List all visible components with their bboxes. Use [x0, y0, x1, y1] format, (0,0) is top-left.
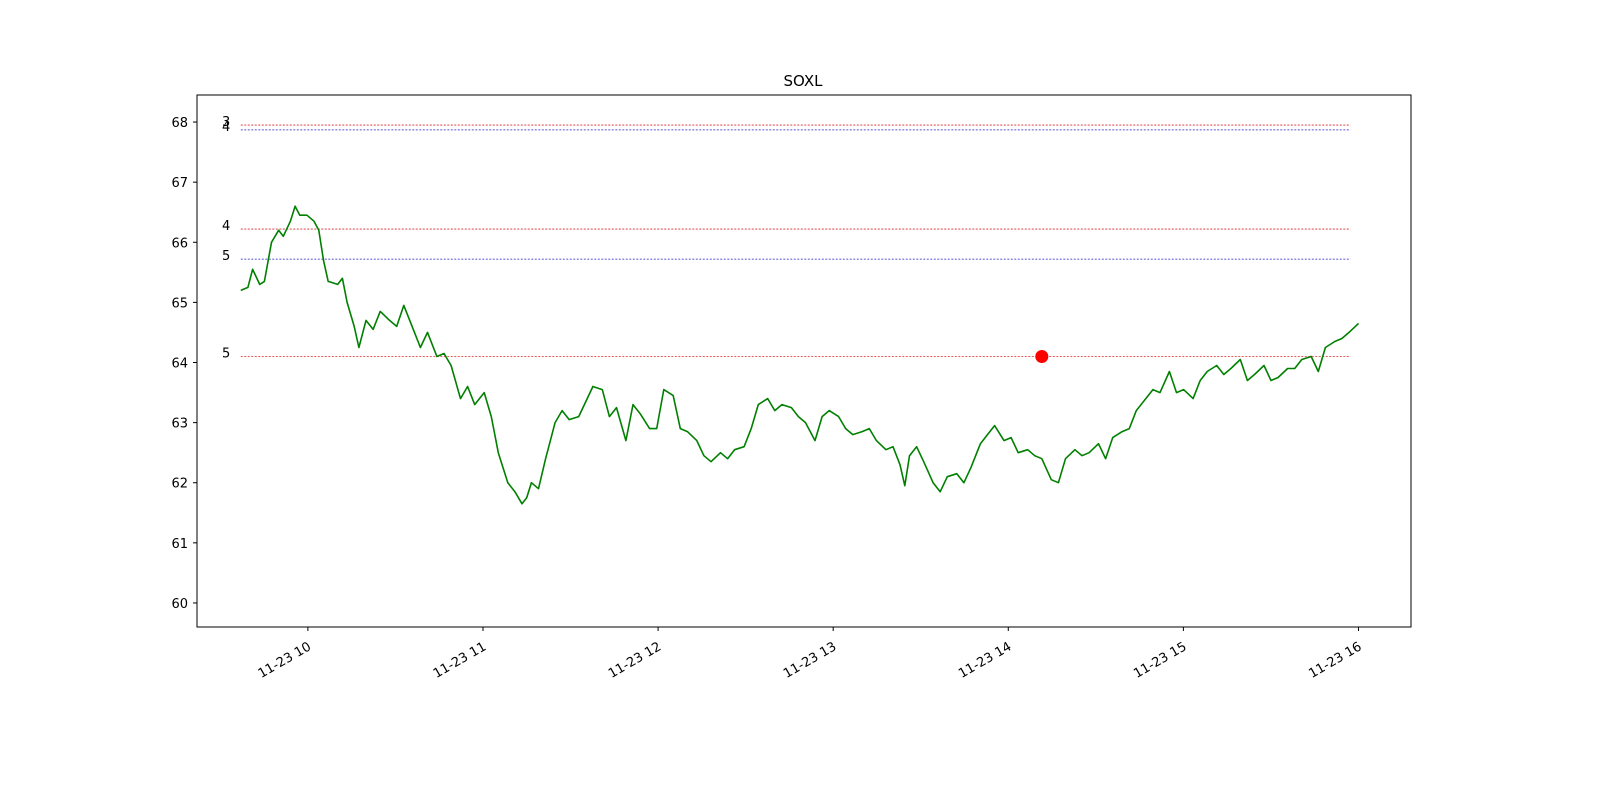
y-tick-label-61: 61	[171, 537, 188, 552]
level-label-0: 3	[222, 115, 230, 130]
x-axis: 11-23 10 11-23 11 11-23 12 11-23 13 11-23 14…	[256, 627, 1364, 682]
chart-title: SOXL	[783, 72, 823, 90]
level-label-1: 4	[222, 120, 230, 135]
x-tick-label-6: 11-23 16	[1306, 639, 1364, 681]
x-tick-label-0: 11-23 10	[256, 639, 314, 681]
y-axis: 60 61 62 63 64 65 66 67 68	[171, 116, 197, 612]
x-tick-label-1: 11-23 11	[431, 639, 489, 681]
level-label-3: 5	[222, 249, 230, 264]
x-tick-label-5: 11-23 15	[1131, 639, 1189, 681]
price-line	[240, 205, 1360, 505]
x-tick-label-4: 11-23 14	[956, 639, 1014, 681]
x-tick-label-2: 11-23 12	[606, 639, 664, 681]
y-tick-label-62: 62	[171, 477, 188, 492]
y-tick-label-66: 66	[171, 236, 188, 251]
level-label-2: 4	[222, 219, 230, 234]
y-tick-label-68: 68	[171, 116, 188, 131]
y-tick-label-67: 67	[171, 176, 188, 191]
plot-frame	[196, 94, 1412, 628]
y-tick-label-64: 64	[171, 357, 188, 372]
x-tick-label-3: 11-23 13	[781, 639, 839, 681]
y-tick-label-65: 65	[171, 296, 188, 311]
y-tick-label-63: 63	[171, 417, 188, 432]
y-tick-label-60: 60	[171, 597, 188, 612]
level-label-4: 5	[222, 346, 230, 361]
signal-marker	[1035, 349, 1049, 363]
